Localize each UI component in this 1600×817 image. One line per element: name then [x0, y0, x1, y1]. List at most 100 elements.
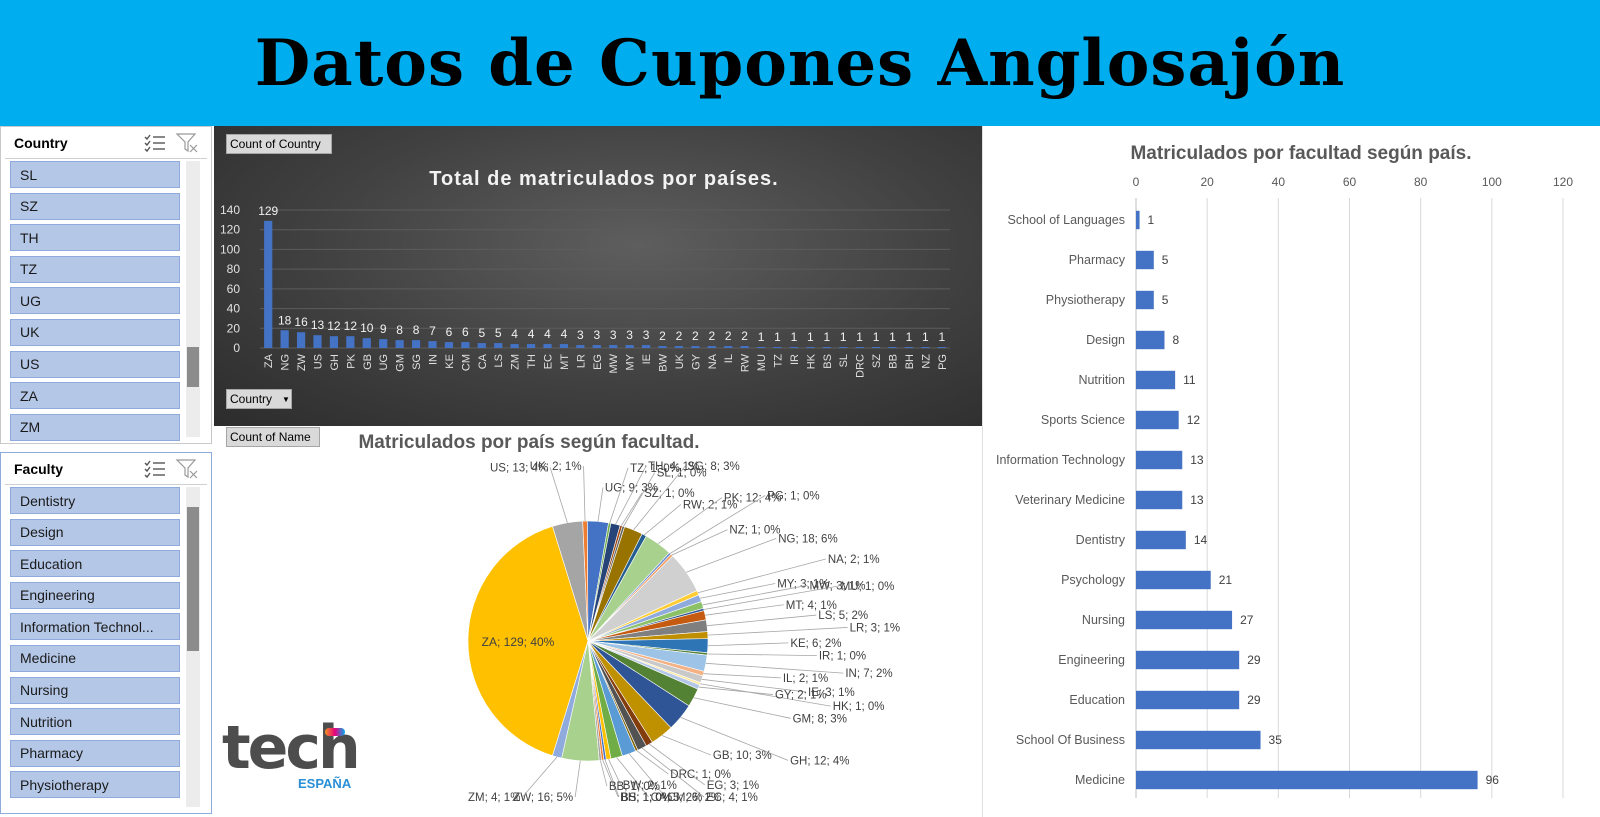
bar[interactable] — [937, 347, 946, 348]
bar[interactable] — [346, 336, 355, 348]
x-tick-label: GH — [329, 354, 341, 371]
bar[interactable] — [576, 345, 585, 348]
pie-leader-line — [661, 735, 712, 756]
bar[interactable] — [313, 335, 322, 348]
pie-data-label: UK; 2; 1% — [530, 461, 582, 473]
bar[interactable] — [264, 220, 273, 348]
country-slicer-header: Country — [5, 127, 207, 159]
bar[interactable] — [543, 344, 552, 348]
bar[interactable] — [1136, 250, 1154, 270]
bar[interactable] — [428, 341, 437, 348]
bar[interactable] — [625, 345, 634, 348]
country-slicer-item[interactable]: US — [10, 350, 180, 378]
x-tick-label: PK — [345, 353, 357, 368]
multi-select-icon[interactable] — [143, 458, 167, 480]
clear-filter-icon[interactable] — [175, 458, 199, 480]
bar[interactable] — [806, 347, 815, 348]
faculty-slicer-item[interactable]: Nursing — [10, 676, 180, 704]
bar[interactable] — [839, 347, 848, 348]
bar[interactable] — [329, 336, 339, 348]
bar[interactable] — [773, 347, 782, 348]
country-slicer-item[interactable]: TH — [10, 224, 180, 252]
country-slicer-item[interactable]: ZA — [10, 382, 180, 410]
bar[interactable] — [1136, 770, 1478, 790]
pie-slice[interactable] — [552, 640, 589, 759]
pie-slice[interactable] — [467, 525, 589, 757]
bar[interactable] — [1136, 290, 1154, 310]
faculty-slicer-item[interactable]: Dentistry — [10, 487, 180, 514]
bar[interactable] — [789, 347, 799, 348]
bar[interactable] — [461, 342, 470, 348]
faculty-slicer-item[interactable]: Design — [10, 518, 180, 546]
category-label: Nursing — [1082, 613, 1125, 627]
bar[interactable] — [707, 346, 716, 348]
bar[interactable] — [477, 343, 486, 348]
bar[interactable] — [1136, 730, 1261, 750]
faculty-slicer-item[interactable]: Education — [10, 550, 180, 578]
country-slicer-item[interactable]: ZM — [10, 413, 180, 441]
bar[interactable] — [904, 347, 914, 348]
count-of-country-field-button[interactable]: Count of Country — [226, 134, 332, 154]
country-slicer-item[interactable]: UK — [10, 318, 180, 346]
bar[interactable] — [641, 345, 651, 348]
bar[interactable] — [658, 346, 667, 348]
faculty-slicer-item[interactable]: Physiotherapy — [10, 771, 180, 799]
bar[interactable] — [921, 347, 930, 348]
faculty-slicer-scrollbar[interactable] — [186, 487, 200, 807]
bar[interactable] — [724, 346, 733, 348]
bar[interactable] — [1136, 530, 1186, 550]
faculty-slicer-item[interactable]: Nutrition — [10, 708, 180, 736]
category-label: School of Languages — [1008, 213, 1125, 227]
country-field-button[interactable]: Country ▼ — [226, 389, 292, 409]
bar[interactable] — [822, 347, 831, 348]
bar[interactable] — [756, 347, 766, 348]
count-of-name-field-button[interactable]: Count of Name — [226, 427, 320, 447]
bar[interactable] — [609, 345, 618, 348]
faculty-slicer-item[interactable]: Engineering — [10, 581, 180, 609]
clear-filter-icon[interactable] — [175, 132, 199, 154]
bar[interactable] — [1136, 650, 1240, 670]
bar[interactable] — [559, 344, 569, 348]
country-slicer-item[interactable]: SL — [10, 161, 180, 188]
bar[interactable] — [494, 343, 503, 348]
bar[interactable] — [691, 346, 700, 348]
bar[interactable] — [526, 344, 536, 348]
bar[interactable] — [1136, 370, 1176, 390]
faculty-slicer-item[interactable]: Pharmacy — [10, 739, 180, 767]
bar[interactable] — [379, 339, 388, 348]
x-tick-label: MT — [559, 354, 571, 370]
bar[interactable] — [1136, 410, 1179, 430]
multi-select-icon[interactable] — [143, 132, 167, 154]
bar[interactable] — [674, 346, 684, 348]
bar[interactable] — [411, 340, 421, 348]
bar[interactable] — [395, 340, 404, 348]
faculty-slicer-scroll-thumb[interactable] — [187, 507, 199, 651]
bar[interactable] — [510, 344, 519, 348]
bar[interactable] — [1136, 610, 1233, 630]
country-slicer-item[interactable]: SZ — [10, 192, 180, 220]
bar[interactable] — [1136, 490, 1183, 510]
bar[interactable] — [740, 346, 749, 348]
bar[interactable] — [592, 345, 601, 348]
country-slicer-scrollbar[interactable] — [186, 161, 200, 437]
bar[interactable] — [1136, 690, 1240, 710]
bar[interactable] — [280, 330, 289, 348]
x-tick-label: GM — [395, 354, 407, 372]
bar[interactable] — [1136, 450, 1183, 470]
bar[interactable] — [444, 342, 454, 348]
country-slicer-scroll-thumb[interactable] — [187, 347, 199, 387]
bar[interactable] — [296, 332, 306, 348]
faculty-slicer-item[interactable]: Medicine — [10, 644, 180, 672]
bar[interactable] — [888, 347, 897, 348]
x-tick-label: GB — [362, 354, 374, 370]
bar[interactable] — [1136, 330, 1165, 350]
bar[interactable] — [855, 347, 864, 348]
faculty-slicer-item[interactable]: Information Technol... — [10, 613, 180, 641]
country-slicer-item[interactable]: UG — [10, 287, 180, 315]
bar[interactable] — [1136, 570, 1211, 590]
bar[interactable] — [362, 338, 371, 348]
pie-data-label: IR; 1; 0% — [819, 651, 866, 663]
country-slicer-item[interactable]: TZ — [10, 255, 180, 283]
bar[interactable] — [871, 347, 881, 348]
bar[interactable] — [1136, 210, 1140, 230]
